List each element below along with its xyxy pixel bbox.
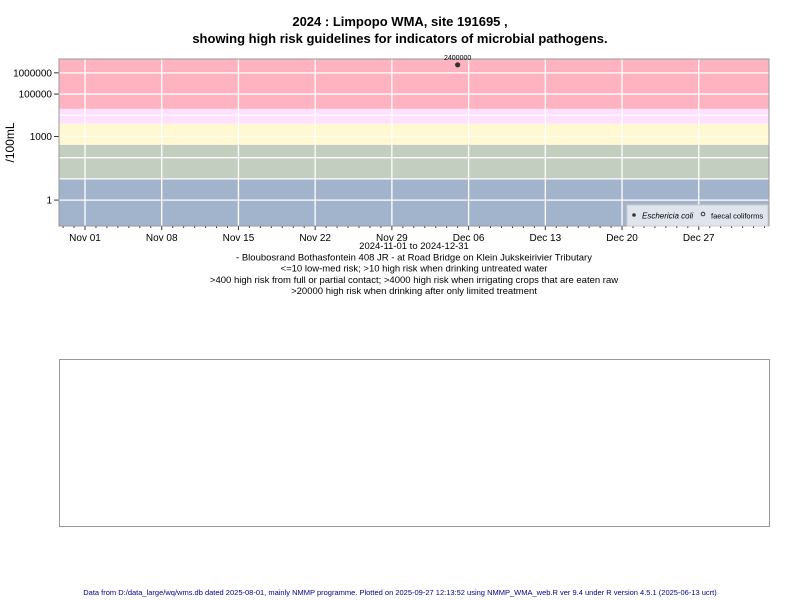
y-tick-label: 1: [46, 196, 52, 207]
chart-subtitle-line: <=10 low-med risk; >10 high risk when dr…: [281, 264, 548, 275]
risk-band: [59, 108, 769, 124]
risk-band: [59, 123, 769, 145]
chart-title-line: 2024 : Limpopo WMA, site 191695 ,: [292, 14, 507, 29]
legend-marker-filled: [632, 213, 636, 217]
x-tick-label: Nov 08: [146, 233, 178, 244]
x-tick-label: Nov 01: [69, 233, 101, 244]
risk-band: [59, 144, 769, 179]
chart-subtitle-line: - Bloubosrand Bothasfontein 408 JR - at …: [236, 252, 592, 263]
chart-subtitle-line: >20000 high risk when drinking after onl…: [291, 286, 537, 297]
risk-band: [59, 59, 769, 109]
chart-subtitle-line: >400 high risk from full or partial cont…: [210, 275, 618, 286]
x-tick-label: Dec 20: [606, 233, 638, 244]
y-tick-label: 1000: [30, 132, 53, 143]
chart-title-line: showing high risk guidelines for indicat…: [192, 31, 607, 46]
x-tick-label: Dec 13: [529, 233, 561, 244]
chart: 2024 : Limpopo WMA, site 191695 , showing…: [3, 14, 770, 297]
legend-box: [626, 204, 769, 227]
plot-frame: [58, 58, 770, 227]
x-tick-label: Nov 29: [376, 233, 408, 244]
empty-plot-panel: [59, 359, 770, 527]
y-axis-label: /100mL: [3, 122, 17, 162]
x-tick-label: Nov 22: [299, 233, 331, 244]
data-point: [455, 62, 461, 68]
x-tick-label: Dec 27: [683, 233, 715, 244]
legend-label: Eschericia coli: [642, 212, 693, 221]
y-tick-label: 1000000: [13, 68, 52, 79]
data-label: 2400000: [444, 55, 471, 62]
x-tick-label: Nov 15: [223, 233, 255, 244]
chart-subtitle-line: 2024-11-01 to 2024-12-31: [359, 241, 469, 252]
y-tick-label: 100000: [19, 90, 53, 101]
legend-label: faecal coliforms: [711, 212, 763, 221]
footer-note: Data from D:/data_large/wq/wms.db dated …: [83, 588, 717, 597]
legend-marker-open: [700, 211, 706, 217]
x-tick-label: Dec 06: [453, 233, 485, 244]
